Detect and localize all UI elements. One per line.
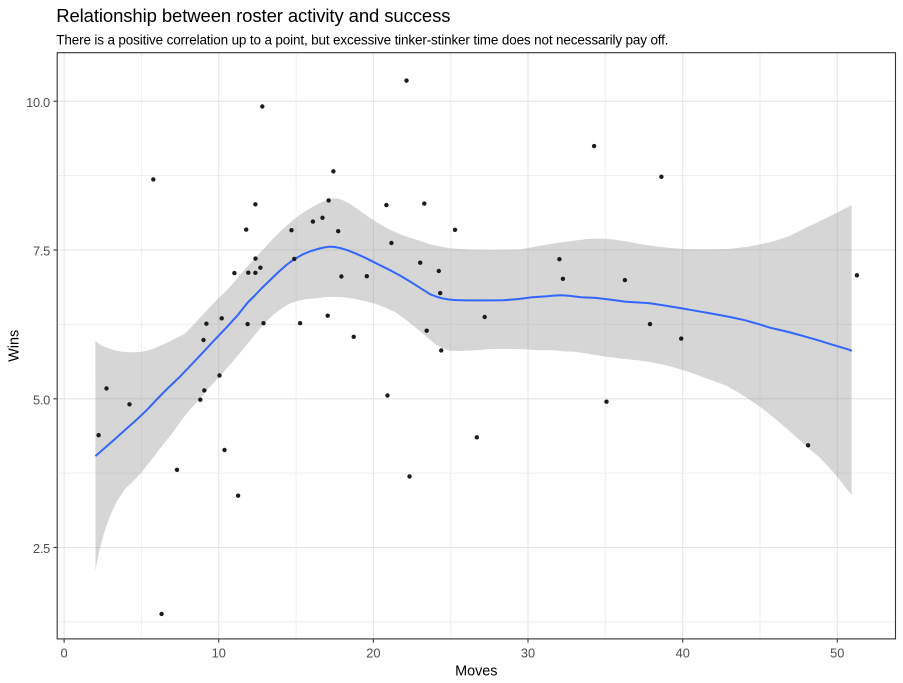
- svg-text:50: 50: [830, 646, 844, 661]
- svg-text:0: 0: [61, 646, 68, 661]
- svg-text:30: 30: [521, 646, 535, 661]
- svg-text:10: 10: [212, 646, 226, 661]
- svg-text:Moves: Moves: [455, 663, 497, 679]
- svg-text:40: 40: [676, 646, 690, 661]
- svg-text:Wins: Wins: [7, 330, 23, 362]
- svg-text:10.0: 10.0: [26, 95, 50, 110]
- svg-text:Relationship between roster ac: Relationship between roster activity and…: [56, 5, 450, 26]
- svg-text:There is a positive correlatio: There is a positive correlation up to a …: [56, 33, 668, 48]
- svg-text:2.5: 2.5: [33, 541, 50, 556]
- svg-text:5.0: 5.0: [33, 392, 50, 407]
- svg-text:7.5: 7.5: [33, 244, 50, 259]
- svg-text:20: 20: [366, 646, 380, 661]
